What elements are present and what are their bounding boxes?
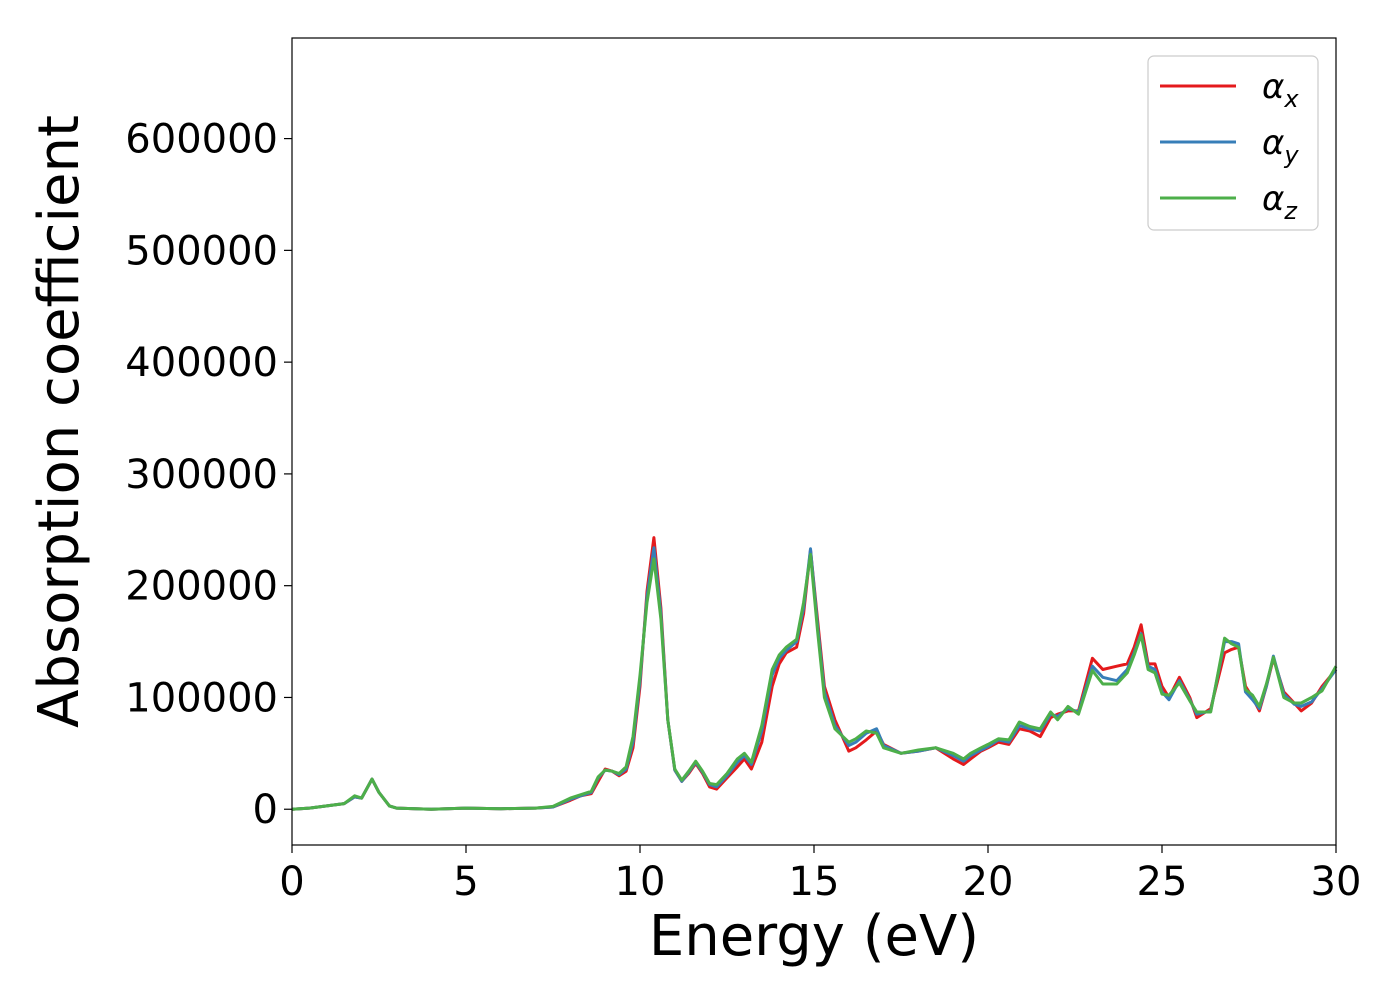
- x-axis-title: Energy (eV): [649, 904, 979, 969]
- x-tick-label: 10: [615, 859, 666, 905]
- legend-label: αx: [1262, 67, 1299, 113]
- legend-label: αz: [1262, 179, 1298, 225]
- series-lines: [291, 536, 1338, 811]
- y-tick-label: 300000: [125, 452, 278, 498]
- x-tick-label: 15: [789, 859, 840, 905]
- x-tick-label: 30: [1311, 859, 1362, 905]
- x-tick-label: 0: [279, 859, 304, 905]
- y-tick-label: 600000: [125, 117, 278, 163]
- legend-label: αy: [1262, 123, 1299, 169]
- y-tick-label: 0: [253, 787, 278, 833]
- y-axis-title: Absorption coefficient: [27, 115, 92, 728]
- legend: αx αy αz: [1147, 55, 1319, 231]
- y-axis: 0 100000 200000 300000 400000 500000 600000: [125, 117, 292, 833]
- y-tick-label: 500000: [125, 228, 278, 274]
- x-tick-label: 25: [1137, 859, 1188, 905]
- x-tick-label: 20: [963, 859, 1014, 905]
- x-tick-label: 5: [453, 859, 478, 905]
- y-tick-label: 100000: [125, 675, 278, 721]
- y-tick-label: 400000: [125, 340, 278, 386]
- series-line-3: [291, 552, 1338, 811]
- x-axis: 0 5 10 15 20 25 30: [279, 845, 1361, 905]
- y-tick-label: 200000: [125, 564, 278, 610]
